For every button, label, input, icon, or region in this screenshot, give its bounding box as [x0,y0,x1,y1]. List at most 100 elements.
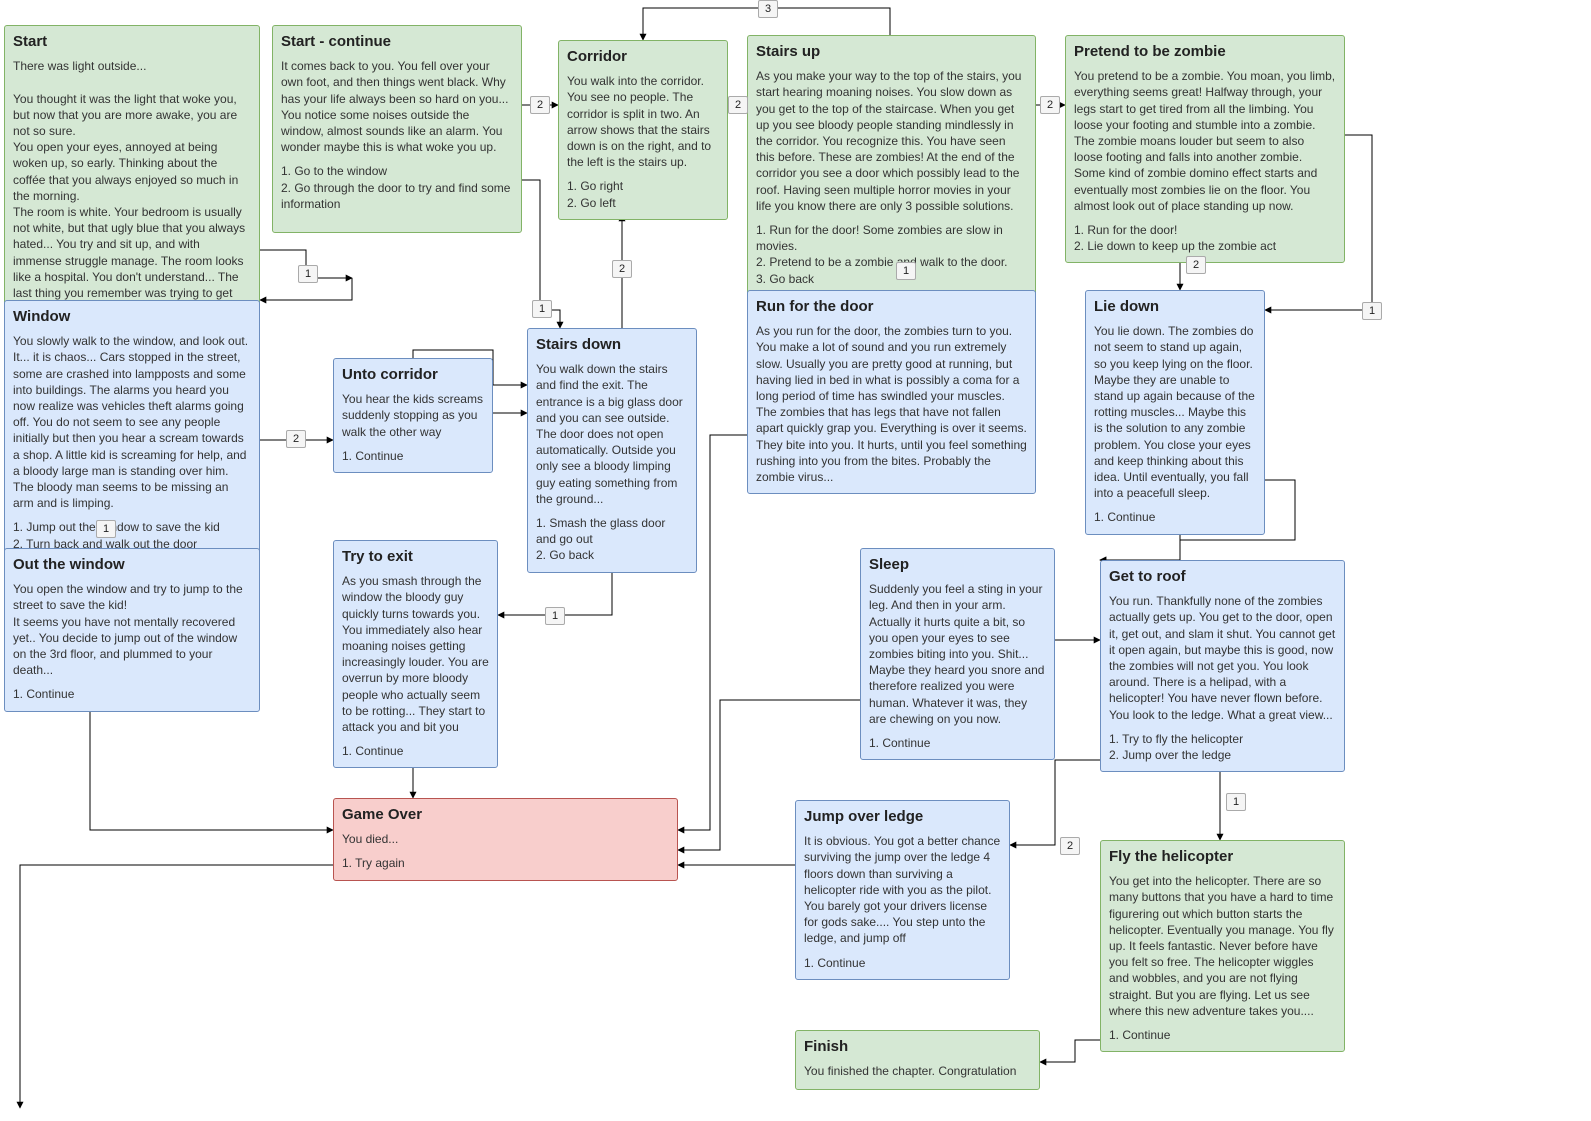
node-options: 1. Continue [342,448,484,464]
node-title: Try to exit [342,547,489,567]
node-body: You died... [342,831,669,847]
node-title: Out the window [13,555,251,575]
edge-label: 1 [896,262,916,280]
node-option: 1. Go right [567,178,719,194]
node-option: 1. Continue [13,686,251,702]
node-body: You open the window and try to jump to t… [13,581,251,678]
node-options: 1. Continue [342,743,489,759]
node-option: 1. Continue [1094,509,1256,525]
node-unto: Unto corridor You hear the kids screams s… [333,358,493,473]
edge [20,865,333,1108]
node-body: You hear the kids screams suddenly stopp… [342,391,484,440]
node-body: You walk into the corridor. You see no p… [567,73,719,170]
node-body: You finished the chapter. Congratulation [804,1063,1031,1079]
node-body: There was light outside... You thought i… [13,58,251,317]
node-title: Get to roof [1109,567,1336,587]
node-option: 1. Go to the window [281,163,513,179]
node-body: You get into the helicopter. There are s… [1109,873,1336,1019]
node-option: 1. Try again [342,855,669,871]
node-option: 1. Run for the door! [1074,222,1336,238]
node-title: Run for the door [756,297,1027,317]
node-pretend: Pretend to be zombieYou pretend to be a … [1065,35,1345,263]
node-title: Window [13,307,251,327]
node-body: It is obvious. You got a better chance s… [804,833,1001,946]
node-option: 3. Go back [756,271,1027,287]
node-title: Game Over [342,805,669,825]
node-option: 1. Run for the door! Some zombies are sl… [756,222,1027,254]
node-gettoroof: Get to roof You run. Thankfully none of t… [1100,560,1345,772]
node-option: 1. Continue [869,735,1046,751]
node-option: 2. Jump over the ledge [1109,747,1336,763]
edge-label: 2 [1060,837,1080,855]
node-option: 1. Continue [1109,1027,1336,1043]
node-flyheli: Fly the helicopter You get into the helic… [1100,840,1345,1052]
node-corridor: Corridor You walk into the corridor. You … [558,40,728,220]
node-stairsdown: Stairs down You walk down the stairs and … [527,328,697,573]
node-body: You slowly walk to the window, and look … [13,333,251,511]
node-body: It comes back to you. You fell over your… [281,58,513,155]
node-option: 1. Jump out the window to save the kid [13,519,251,535]
node-title: Start - continue [281,32,513,52]
node-options: 1. Continue [13,686,251,702]
node-title: Jump over ledge [804,807,1001,827]
node-options: 1. Continue [1094,509,1256,525]
node-options: 1. Continue [804,955,1001,971]
node-option: 1. Continue [342,448,484,464]
edge-label: 1 [1362,302,1382,320]
node-options: 1. Smash the glass door and go out2. Go … [536,515,688,564]
node-options: 1. Try to fly the helicopter2. Jump over… [1109,731,1336,763]
node-options: 1. Run for the door!2. Lie down to keep … [1074,222,1336,254]
node-title: Sleep [869,555,1046,575]
node-title: Corridor [567,47,719,67]
node-options: 1. Run for the door! Some zombies are sl… [756,222,1027,287]
node-option: 2. Pretend to be a zombie and walk to th… [756,254,1027,270]
node-title: Fly the helicopter [1109,847,1336,867]
node-option: 2. Go back [536,547,688,563]
edge-label: 1 [532,300,552,318]
node-body: You run. Thankfully none of the zombies … [1109,593,1336,723]
node-outwindow: Out the window You open the window and tr… [4,548,260,712]
node-title: Finish [804,1037,1031,1057]
node-option: 2. Lie down to keep up the zombie act [1074,238,1336,254]
edge [1040,1040,1100,1062]
edge-label: 2 [728,96,748,114]
edge-label: 1 [96,520,116,538]
node-runfordoor: Run for the door As you run for the door,… [747,290,1036,494]
edge-label: 2 [286,430,306,448]
node-title: Pretend to be zombie [1074,42,1336,62]
node-option: 1. Continue [804,955,1001,971]
node-body: As you make your way to the top of the s… [756,68,1027,214]
node-sleep: SleepSuddenly you feel a sting in your l… [860,548,1055,760]
node-window: Window You slowly walk to the window, and… [4,300,260,561]
node-option: 1. Continue [342,743,489,759]
node-option: 2. Go left [567,195,719,211]
node-liedown: Lie down You lie down. The zombies do not… [1085,290,1265,535]
node-title: Unto corridor [342,365,484,385]
edge-label: 1 [298,265,318,283]
node-title: Stairs down [536,335,688,355]
node-body: You lie down. The zombies do not seem to… [1094,323,1256,501]
node-options: 1. Try again [342,855,669,871]
edge-label: 3 [758,0,778,18]
edge-label: 2 [530,96,550,114]
edge [1010,760,1100,845]
node-body: You walk down the stairs and find the ex… [536,361,688,507]
node-option: 2. Go through the door to try and find s… [281,180,513,212]
node-options: 1. Continue [1109,1027,1336,1043]
edge-label: 2 [1186,256,1206,274]
node-title: Start [13,32,251,52]
node-options: 1. Go right2. Go left [567,178,719,210]
edge-label: 2 [612,260,632,278]
node-title: Stairs up [756,42,1027,62]
edge-label: 1 [1226,793,1246,811]
node-options: 1. Go to the window2. Go through the doo… [281,163,513,212]
node-jumpledge: Jump over ledge It is obvious. You got a … [795,800,1010,980]
node-body: As you run for the door, the zombies tur… [756,323,1027,485]
node-options: 1. Continue [869,735,1046,751]
node-gameover: Game Over You died... 1. Try again [333,798,678,881]
node-option: 1. Smash the glass door and go out [536,515,688,547]
node-tryexit: Try to exit As you smash through the wind… [333,540,498,768]
node-body: As you smash through the window the bloo… [342,573,489,735]
node-options: 1. Jump out the window to save the kid2.… [13,519,251,551]
node-title: Lie down [1094,297,1256,317]
